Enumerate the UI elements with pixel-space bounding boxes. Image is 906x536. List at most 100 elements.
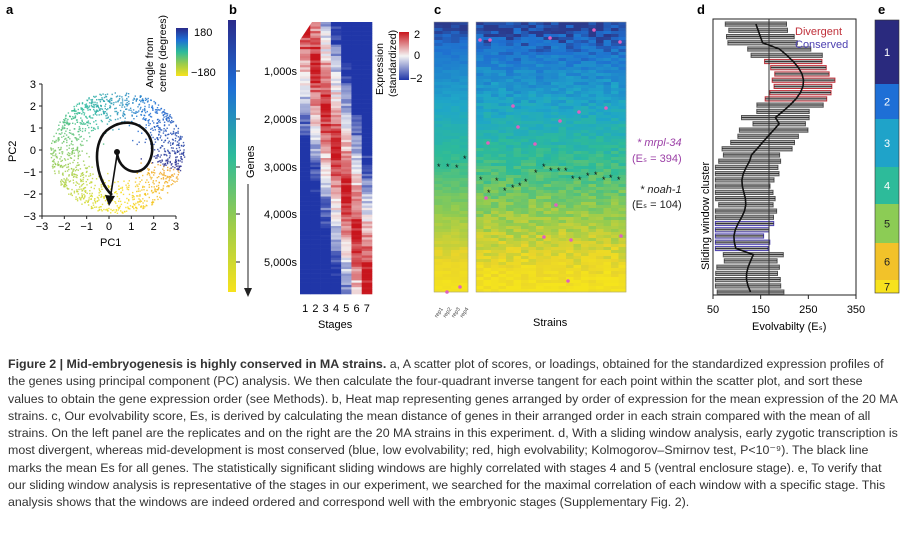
pca-x-tick-label: 0 (106, 221, 112, 233)
strains-heatmap (475, 21, 627, 293)
noah-1-marker: * (495, 176, 499, 186)
mrpl-34-marker (554, 203, 558, 207)
pca-x-tick-label: 1 (128, 221, 134, 233)
figure: a Angle from centre (degrees) 180 −180 −… (6, 2, 900, 333)
pca-y-tick-label: 1 (30, 123, 36, 135)
noah-1-marker: * (578, 175, 582, 185)
stage-tick-label: 6 (354, 303, 360, 315)
noah-1-marker: * (446, 162, 450, 172)
evolvability-markers: * * ****** * * *** * * ** * * * * * * (437, 28, 623, 294)
noah-1-marker: * (511, 183, 515, 193)
sliding-window-axis-label: Sliding window cluster (700, 161, 712, 270)
colorbar-a (176, 28, 188, 76)
stage-correlation-bar: 1 2 3 4 5 6 7 (874, 19, 900, 294)
replicate-tick-label: rep3 (451, 307, 462, 319)
stage-block-label: 1 (884, 47, 890, 59)
noah-1-marker: * (617, 175, 621, 185)
gene-tick-label: 1,000s (264, 66, 298, 78)
trajectory-arrow-head (105, 195, 115, 206)
noah-1-marker: * (534, 168, 538, 178)
caption-body: a, A scatter plot of scores, or loadings… (8, 357, 898, 510)
stage-block-2 (875, 84, 899, 119)
stage-block-6 (875, 243, 899, 280)
pca-y-tick-label: −2 (23, 189, 36, 201)
evolvability-tick-label: 250 (799, 304, 817, 316)
pca-y-axis-label: PC2 (7, 141, 19, 162)
trajectory-origin (114, 149, 120, 155)
annotation-noah-1-value: (Eₛ = 104) (632, 199, 682, 211)
mrpl-34-marker (488, 38, 492, 42)
stage-tick-label: 5 (343, 303, 349, 315)
noah-1-marker: * (602, 175, 606, 185)
panel-label-a: a (6, 2, 14, 17)
annotation-noah-1-gene: * noah-1 (640, 184, 682, 196)
mrpl-34-marker (478, 38, 482, 42)
expression-tick-minus2: −2 (410, 73, 423, 85)
figure-canvas: a Angle from centre (degrees) 180 −180 −… (6, 2, 900, 333)
pca-y-tick-label: 2 (30, 101, 36, 113)
evolvability-tick-label: 50 (707, 304, 719, 316)
gene-tick-label: 4,000s (264, 209, 298, 221)
stage-block-label: 5 (884, 219, 890, 231)
evolvability-tick-label: 350 (847, 304, 865, 316)
noah-1-marker: * (594, 170, 598, 180)
mrpl-34-marker (445, 290, 449, 294)
stage-block-label: 3 (884, 138, 890, 150)
genes-axis-label: Genes (245, 145, 257, 178)
noah-1-marker: * (487, 188, 491, 198)
replicates-heatmap (433, 21, 469, 293)
expression-tick-2: 2 (414, 29, 420, 41)
noah-1-marker: * (524, 177, 528, 187)
pca-scatter-plot (50, 92, 186, 214)
noah-1-marker: * (571, 174, 575, 184)
noah-1-marker: * (437, 162, 441, 172)
gene-axis-ticks: 1,000s 2,000s 3,000s 4,000s 5,000s (236, 66, 297, 269)
stage-tick-label: 4 (333, 303, 339, 315)
stages-axis-label: Stages (318, 319, 353, 331)
mrpl-34-marker (516, 125, 520, 129)
stage-block-7 (875, 280, 899, 293)
replicate-tick-label: rep1 (434, 307, 445, 319)
panel-label-d: d (697, 2, 705, 17)
noah-1-marker: * (542, 162, 546, 172)
noah-1-marker: * (479, 175, 483, 185)
genes-arrow-head (244, 288, 252, 297)
expression-colorbar (399, 32, 409, 80)
stage-block-label: 2 (884, 97, 890, 109)
expression-tick-0: 0 (414, 50, 420, 62)
noah-1-marker: * (549, 166, 553, 176)
pca-y-tick-label: 0 (30, 145, 36, 157)
replicate-tick-label: rep2 (442, 307, 453, 319)
stage-block-label: 4 (884, 181, 890, 193)
panel-label-e: e (878, 2, 885, 17)
colorbar-a-top: 180 (194, 27, 212, 39)
trajectory-curve (95, 121, 154, 196)
evolvability-axis-label: Evolvabilty (Eₛ) (752, 321, 826, 333)
stage-block-5 (875, 204, 899, 243)
figure-caption: Figure 2 | Mid-embryogenesis is highly c… (8, 356, 900, 512)
pca-y-tick-label: −3 (23, 211, 36, 223)
replicate-tick-label: rep4 (459, 307, 470, 319)
pca-x-tick-label: −2 (58, 221, 71, 233)
colorbar-a-title-2: centre (degrees) (157, 15, 169, 92)
mrpl-34-marker (533, 142, 537, 146)
stage-block-label: 7 (884, 282, 890, 294)
mrpl-34-marker (486, 141, 490, 145)
mrpl-34-marker (604, 106, 608, 110)
gene-tick-label: 2,000s (264, 114, 298, 126)
pca-axes: −3 −2 −1 0 1 2 3 3 2 1 0 −1 −2 −3 (23, 79, 179, 233)
expression-colorbar-title-2: (standardized) (387, 30, 399, 97)
pca-x-tick-label: 2 (151, 221, 157, 233)
stage-tick-label: 3 (323, 303, 329, 315)
strains-axis-label: Strains (533, 317, 568, 329)
mrpl-34-marker (618, 40, 622, 44)
mrpl-34-marker (566, 279, 570, 283)
mrpl-34-marker (619, 234, 623, 238)
pca-x-tick-label: 3 (173, 221, 179, 233)
noah-1-marker: * (503, 186, 507, 196)
stage-block-3 (875, 119, 899, 167)
noah-1-marker: * (455, 163, 459, 173)
stage-tick-label: 7 (364, 303, 370, 315)
noah-1-marker: * (609, 173, 613, 183)
